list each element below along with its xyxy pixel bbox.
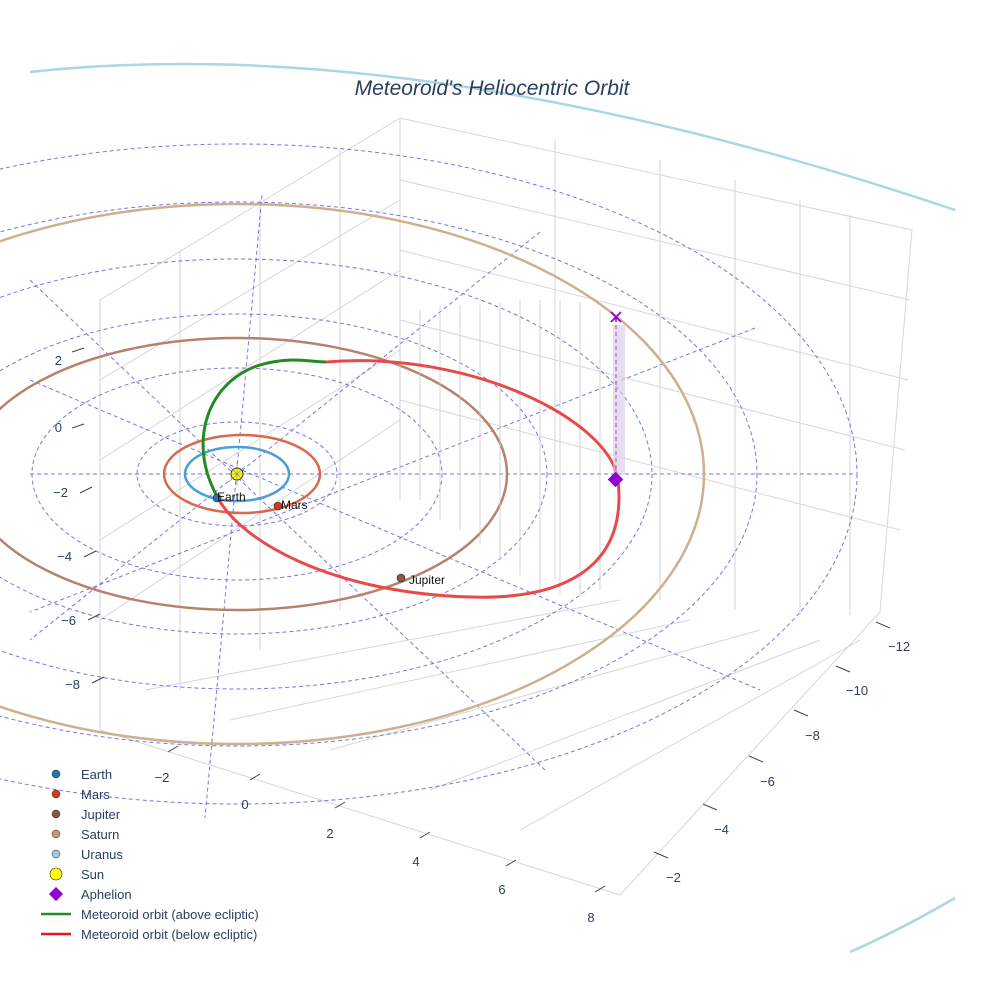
z-tick-label: 2 — [55, 353, 62, 368]
earth-label: Earth — [217, 490, 246, 504]
legend-sun-label: Sun — [81, 867, 104, 882]
legend-mars-symbol — [51, 789, 61, 799]
x-tick-label: 6 — [498, 882, 505, 897]
legend-uranus-label: Uranus — [81, 847, 123, 862]
x-tick-label: 0 — [241, 797, 248, 812]
legend: Earth Mars Jupiter Saturn Uranus Sun Aph… — [41, 767, 259, 942]
x-tick-label: 8 — [587, 910, 594, 925]
mars-orbit — [162, 433, 322, 515]
jupiter-label: Jupiter — [409, 573, 445, 587]
y-tick-label: −10 — [846, 683, 868, 698]
grid-lines — [99, 117, 913, 896]
legend-mars-label: Mars — [81, 787, 110, 802]
legend-below-label: Meteoroid orbit (below ecliptic) — [81, 927, 257, 942]
drop-lines — [399, 300, 601, 595]
z-axis — [71, 347, 105, 684]
aphelion-shade — [613, 325, 625, 475]
saturn-orbit — [0, 202, 706, 746]
meteoroid-orbit-below — [216, 359, 621, 599]
mars-marker — [273, 501, 283, 511]
y-tick-label: −4 — [714, 822, 729, 837]
legend-aphelion-label: Aphelion — [81, 887, 132, 902]
z-tick-label: 0 — [55, 420, 62, 435]
y-tick-label: −2 — [666, 870, 681, 885]
legend-jupiter-label: Jupiter — [81, 807, 121, 822]
x-tick-label: −2 — [155, 770, 170, 785]
legend-saturn-label: Saturn — [81, 827, 119, 842]
y-tick-label: −6 — [760, 774, 775, 789]
x-tick-label: 4 — [412, 854, 419, 869]
y-tick-label: −12 — [888, 639, 910, 654]
legend-saturn-symbol — [51, 829, 61, 839]
mars-label: Mars — [281, 498, 308, 512]
legend-uranus-symbol — [51, 849, 61, 859]
legend-jupiter-symbol — [51, 809, 61, 819]
z-tick-label: −6 — [61, 613, 76, 628]
earth-marker — [212, 493, 222, 503]
chart-title: Meteoroid's Heliocentric Orbit — [355, 77, 631, 100]
uranus-orbit-arc-bottom — [849, 896, 956, 954]
y-axis — [653, 621, 891, 859]
aphelion-top-x-marker — [610, 311, 622, 323]
earth-orbit — [183, 445, 291, 503]
legend-aphelion-symbol — [48, 886, 64, 902]
x-tick-label: 2 — [326, 826, 333, 841]
jupiter-marker — [396, 573, 406, 583]
jupiter-orbit — [0, 336, 509, 612]
uranus-orbit-arc-top — [29, 62, 956, 212]
legend-above-label: Meteoroid orbit (above ecliptic) — [81, 907, 259, 922]
y-tick-label: −8 — [805, 728, 820, 743]
legend-sun-symbol — [49, 867, 63, 881]
z-tick-label: −8 — [65, 677, 80, 692]
z-tick-label: −2 — [53, 485, 68, 500]
ecliptic-grid — [0, 143, 858, 819]
z-tick-label: −4 — [57, 549, 72, 564]
legend-earth-symbol — [51, 769, 61, 779]
legend-earth-label: Earth — [81, 767, 112, 782]
meteoroid-orbit-above — [201, 358, 327, 499]
sun-rays — [225, 462, 249, 486]
x-axis — [167, 745, 606, 893]
